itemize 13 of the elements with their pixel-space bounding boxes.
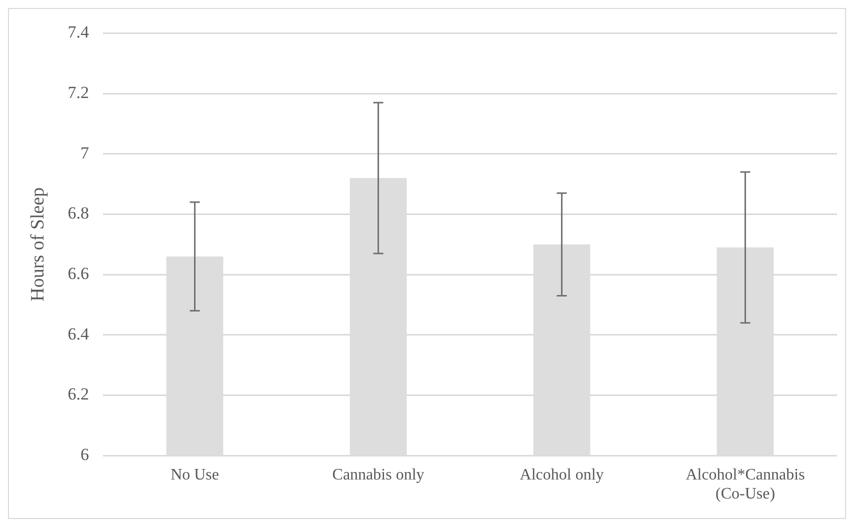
y-tick-label: 6.6	[68, 264, 90, 284]
x-tick-label: Cannabis only	[332, 466, 424, 484]
x-tick-label: Alcohol only	[520, 466, 604, 484]
x-tick-label: Alcohol*Cannabis (Co-Use)	[686, 466, 805, 503]
y-tick-label: 7.2	[68, 83, 90, 102]
y-axis-title: Hours of Sleep	[27, 187, 48, 302]
y-tick-label: 7	[80, 143, 90, 162]
x-tick-label: No Use	[170, 466, 220, 484]
y-tick-label: 6.4	[68, 324, 90, 344]
y-tick-label: 6	[80, 445, 90, 464]
y-tick-label: 6.2	[68, 384, 90, 404]
y-tick-label: 7.4	[68, 22, 90, 42]
y-tick-label: 6.8	[68, 204, 90, 223]
